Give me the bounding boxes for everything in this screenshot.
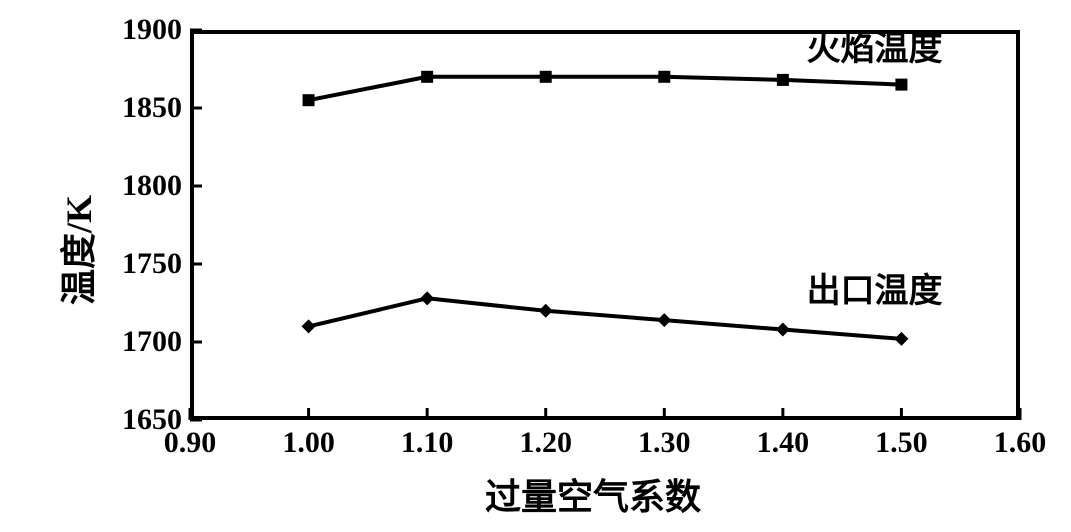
x-tick-label: 1.00 xyxy=(274,426,344,460)
marker-flame-temperature xyxy=(303,94,315,106)
marker-flame-temperature xyxy=(421,71,433,83)
x-tick-label: 1.40 xyxy=(748,426,818,460)
y-tick-label: 1900 xyxy=(122,13,182,47)
marker-outlet-temperature xyxy=(657,313,671,327)
marker-outlet-temperature xyxy=(894,332,908,346)
marker-flame-temperature xyxy=(777,74,789,86)
series-label-outlet-temperature: 出口温度 xyxy=(807,263,943,312)
y-tick-label: 1700 xyxy=(122,325,182,359)
x-tick-label: 1.50 xyxy=(866,426,936,460)
marker-outlet-temperature xyxy=(776,323,790,337)
marker-flame-temperature xyxy=(895,79,907,91)
y-tick-label: 1850 xyxy=(122,91,182,125)
series-line-flame-temperature xyxy=(309,77,902,100)
marker-outlet-temperature xyxy=(539,304,553,318)
x-tick-label: 1.60 xyxy=(985,426,1055,460)
y-tick-label: 1750 xyxy=(122,247,182,281)
marker-flame-temperature xyxy=(658,71,670,83)
marker-outlet-temperature xyxy=(420,291,434,305)
marker-flame-temperature xyxy=(540,71,552,83)
y-tick-label: 1800 xyxy=(122,169,182,203)
x-tick-label: 1.30 xyxy=(629,426,699,460)
marker-outlet-temperature xyxy=(302,319,316,333)
series-label-flame-temperature: 火焰温度 xyxy=(807,21,943,70)
x-tick-label: 1.10 xyxy=(392,426,462,460)
x-tick-label: 1.20 xyxy=(511,426,581,460)
x-tick-label: 0.90 xyxy=(155,426,225,460)
